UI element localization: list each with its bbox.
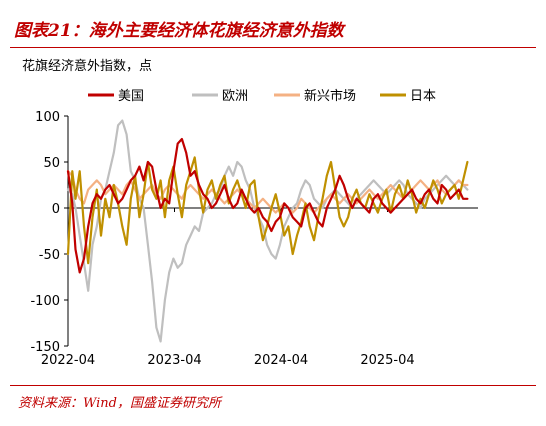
x-tick-label: 2022-04: [41, 353, 95, 368]
y-tick-label: 50: [43, 156, 60, 171]
legend-label-3: 新兴市场: [304, 88, 356, 104]
y-tick-label: 0: [52, 202, 60, 217]
series-layer: [66, 119, 469, 343]
x-tick-label: 2025-04: [360, 353, 414, 368]
legend: 美国 欧洲 新兴市场 日本: [88, 88, 436, 104]
legend-label-2: 欧洲: [222, 89, 248, 104]
figure-title: 图表21：海外主要经济体花旗经济意外指数: [14, 21, 344, 41]
y-unit-label: 花旗经济意外指数，点: [22, 58, 152, 74]
y-tick-label: -50: [39, 248, 60, 263]
x-tick-label: 2023-04: [147, 353, 201, 368]
y-tick-label: -150: [30, 340, 60, 355]
legend-label-1: 美国: [118, 89, 144, 104]
series-line-1: [66, 137, 469, 274]
x-tick-label: 2024-04: [254, 353, 308, 368]
legend-label-4: 日本: [410, 89, 436, 104]
y-tick-label: 100: [35, 110, 60, 125]
title-divider: [10, 47, 536, 48]
source-divider: [10, 385, 536, 386]
chart: 花旗经济意外指数，点 美国 欧洲 新兴市场 日本 100500-50-100-1502…: [22, 58, 478, 368]
y-tick-label: -100: [30, 294, 60, 309]
source-note: 资料来源：Wind，国盛证券研究所: [18, 396, 221, 411]
series-line-4: [66, 156, 469, 265]
